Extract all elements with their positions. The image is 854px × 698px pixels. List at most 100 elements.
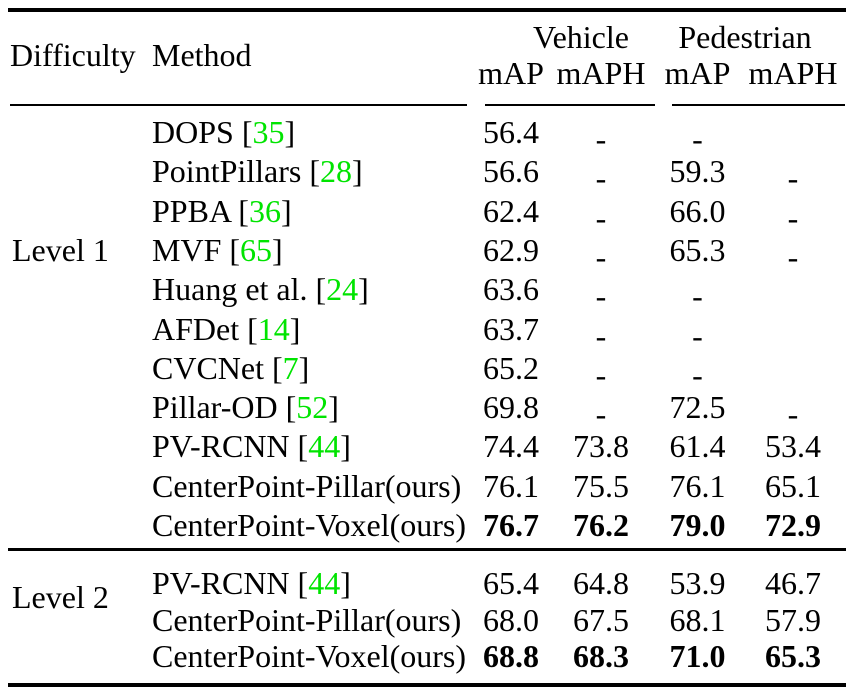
vehicle-maph-cell: - (552, 192, 650, 236)
vehicle-group-header: Vehicle (533, 19, 629, 55)
missing-value-dash: - (595, 317, 607, 354)
citation-link[interactable]: 14 (257, 310, 290, 347)
table-row: Huang et al. [24] 63.6 - - (0, 270, 854, 314)
pedestrian-map-cell: 61.4 (669, 428, 726, 465)
method-cell: PV-RCNN [44] (152, 565, 351, 601)
vehicle-map-cell: 62.9 (483, 231, 539, 268)
vehicle-map-cell: 56.4 (483, 114, 539, 150)
missing-value-dash: - (787, 199, 799, 236)
table-row: AFDet [14] 63.7 - - (0, 310, 854, 354)
vehicle-maph-cell: 67.5 (573, 601, 629, 638)
vehicle-maph-cell: - (552, 113, 650, 157)
table-row: PV-RCNN [44] 74.4 73.8 61.4 53.4 (0, 427, 854, 466)
pedestrian-map-cell: 59.3 (669, 153, 726, 190)
citation-link[interactable]: 44 (308, 428, 341, 465)
vehicle-maph-cell: - (552, 310, 650, 354)
missing-value-dash: - (595, 396, 607, 433)
method-cell: CenterPoint-Pillar(ours) (152, 601, 462, 638)
mid-rule (8, 548, 846, 551)
pedestrian-maph-cell: 53.4 (765, 428, 821, 465)
header-rule-pedestrian (672, 104, 845, 106)
citation-link[interactable]: 52 (296, 389, 329, 426)
table-row: DOPS [35] 56.4 - - (0, 113, 854, 157)
header-rule-left (10, 104, 467, 106)
difficulty-label-level-1: Level 1 (12, 232, 109, 268)
pedestrian-map-cell: - (650, 270, 745, 314)
table-row: CenterPoint-Pillar(ours) 68.0 67.5 68.1 57.9 (0, 601, 854, 640)
pedestrian-map-cell: 65.3 (669, 231, 726, 268)
table-row: CenterPoint-Pillar(ours) 76.1 75.5 76.1 65.1 (0, 467, 854, 506)
difficulty-label-level-2: Level 2 (12, 579, 109, 615)
method-cell: PointPillars [28] (152, 153, 363, 190)
pedestrian-map-cell: 71.0 (669, 638, 726, 674)
citation-link[interactable]: 36 (248, 192, 281, 229)
vehicle-map-cell: 68.0 (483, 601, 539, 638)
pedestrian-map-cell: - (650, 310, 745, 354)
metric-subheader-row: mAP mAPH mAP mAPH (0, 54, 854, 93)
pedestrian-maph-cell: - (745, 231, 841, 275)
missing-value-dash: - (595, 278, 607, 315)
method-cell: Huang et al. [24] (152, 271, 369, 308)
method-cell: CVCNet [7] (152, 349, 310, 386)
bottom-rule (8, 683, 846, 687)
citation-link[interactable]: 35 (252, 114, 285, 150)
table-row: MVF [65] 62.9 - 65.3 - (0, 231, 854, 275)
vehicle-map-cell: 76.7 (483, 507, 539, 543)
pedestrian-maph-cell: - (745, 192, 841, 236)
top-rule (8, 8, 846, 12)
citation-link[interactable]: 24 (326, 271, 359, 308)
vehicle-map-cell: 62.4 (483, 192, 539, 229)
citation-link[interactable]: 44 (308, 565, 341, 601)
pedestrian-map-cell: 72.5 (669, 389, 726, 426)
missing-value-dash: - (787, 238, 799, 275)
method-cell: CenterPoint-Voxel(ours) (152, 638, 467, 674)
pedestrian-maph-cell: 57.9 (765, 601, 821, 638)
pedestrian-map-cell: 66.0 (669, 192, 726, 229)
vehicle-maph-cell: 68.3 (573, 638, 629, 674)
method-cell: PV-RCNN [44] (152, 428, 351, 465)
citation-link[interactable]: 28 (320, 153, 353, 190)
vehicle-maph-cell: - (552, 152, 650, 196)
method-cell: CenterPoint-Pillar(ours) (152, 467, 462, 504)
pedestrian-maph-cell: 72.9 (765, 507, 821, 543)
header-rule-vehicle (485, 104, 655, 106)
vehicle-maph-header: mAPH (556, 55, 646, 91)
vehicle-maph-cell: 75.5 (573, 467, 629, 504)
pedestrian-group-header: Pedestrian (678, 19, 812, 55)
missing-value-dash: - (692, 356, 703, 393)
missing-value-dash: - (595, 356, 607, 393)
missing-value-dash: - (787, 396, 799, 433)
vehicle-maph-cell: - (552, 270, 650, 314)
method-cell: MVF [65] (152, 231, 283, 268)
vehicle-map-cell: 69.8 (483, 389, 539, 426)
table-row: Pillar-OD [52] 69.8 - 72.5 - (0, 388, 854, 432)
pedestrian-map-cell: 53.9 (669, 565, 726, 601)
citation-link[interactable]: 7 (282, 349, 299, 386)
vehicle-maph-cell: - (552, 388, 650, 432)
vehicle-map-header: mAP (478, 55, 544, 91)
pedestrian-maph-cell: 65.1 (765, 467, 821, 504)
vehicle-maph-cell: 76.2 (573, 507, 629, 543)
pedestrian-map-cell: 79.0 (669, 507, 726, 543)
missing-value-dash: - (692, 317, 703, 354)
missing-value-dash: - (595, 160, 607, 197)
pedestrian-maph-cell: - (745, 152, 841, 196)
table-row: PV-RCNN [44] 65.4 64.8 53.9 46.7 (0, 564, 854, 603)
pedestrian-map-header: mAP (664, 55, 731, 91)
vehicle-map-cell: 65.4 (483, 565, 539, 601)
method-column-header: Method (152, 37, 252, 73)
pedestrian-map-cell: - (650, 113, 745, 157)
difficulty-column-header: Difficulty (10, 37, 136, 73)
method-cell: CenterPoint-Voxel(ours) (152, 507, 467, 543)
citation-link[interactable]: 65 (240, 231, 273, 268)
vehicle-maph-cell: - (552, 231, 650, 275)
method-cell: AFDet [14] (152, 310, 301, 347)
vehicle-map-cell: 56.6 (483, 153, 539, 190)
pedestrian-maph-cell: 46.7 (765, 565, 821, 601)
pedestrian-maph-header: mAPH (748, 55, 838, 91)
missing-value-dash: - (692, 278, 703, 315)
table-row: CenterPoint-Voxel(ours) 76.7 76.2 79.0 72.9 (0, 506, 854, 545)
pedestrian-maph-cell: - (745, 388, 841, 432)
vehicle-map-cell: 76.1 (483, 467, 539, 504)
